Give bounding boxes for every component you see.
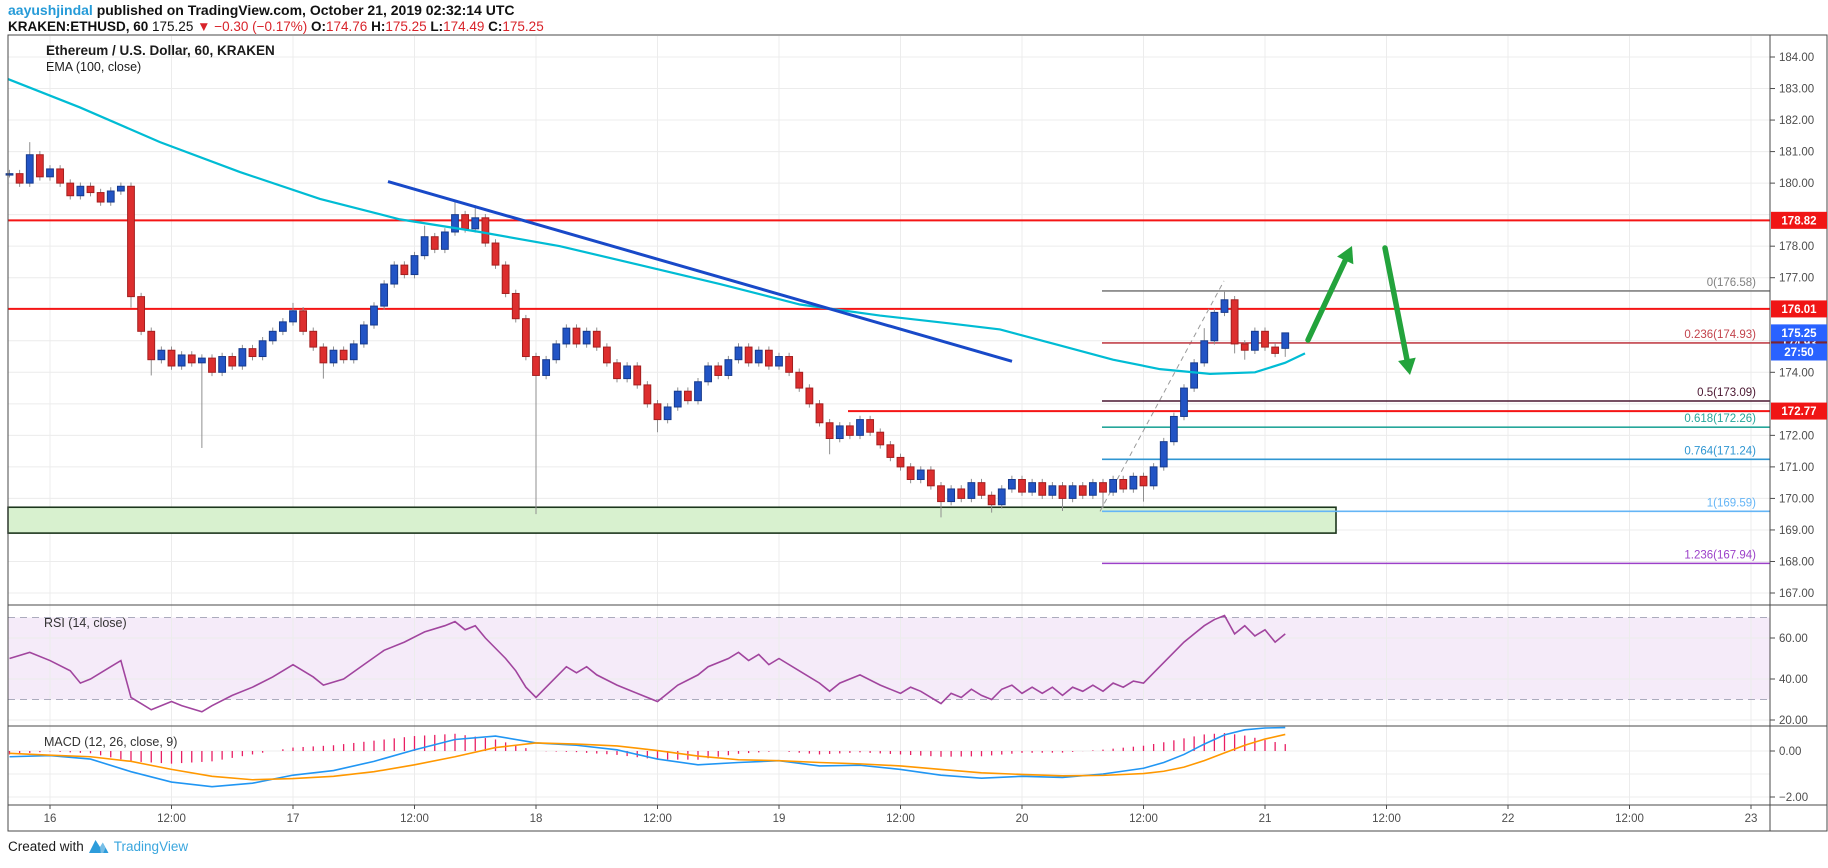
fib-level-label: 0(176.58): [1707, 277, 1756, 289]
ohlc-value: 174.76: [326, 19, 368, 34]
price-tick: 171.00: [1779, 462, 1814, 474]
ohlc-label: C:: [484, 19, 503, 34]
tradingview-logo-icon[interactable]: [88, 838, 109, 854]
author-link[interactable]: aayushjindal: [8, 2, 93, 18]
rsi-band: [8, 617, 1770, 700]
rsi-tick: 40.00: [1779, 674, 1808, 686]
price-tick: 174.00: [1779, 367, 1814, 379]
time-tick: 16: [44, 813, 57, 825]
price-tick: 182.00: [1779, 115, 1814, 127]
fib-anchor-line: [1099, 280, 1225, 512]
ohlc-label: L:: [426, 19, 444, 34]
fib-level-label: 0.618(172.26): [1684, 413, 1756, 425]
time-tick: 12:00: [1129, 813, 1158, 825]
price-tick: 170.00: [1779, 493, 1814, 505]
ohlc-values: O:174.76 H:175.25 L:174.49 C:175.25: [307, 19, 544, 34]
axis-badge-value: 175.25: [1781, 328, 1817, 340]
rsi-tick: 60.00: [1779, 633, 1808, 645]
fib-level-label: 1(169.59): [1707, 497, 1756, 509]
macd-histogram: [8, 733, 1286, 764]
chart-frame: [7, 34, 1828, 832]
price-change: ▼ −0.30 (−0.17%): [197, 19, 308, 34]
tradingview-link[interactable]: TradingView: [113, 838, 189, 854]
time-tick: 21: [1259, 813, 1272, 825]
time-tick: 12:00: [1615, 813, 1644, 825]
footer: Created with TradingView: [8, 838, 188, 854]
ohlc-label: H:: [367, 19, 386, 34]
time-tick: 17: [287, 813, 300, 825]
publish-text: published on TradingView.com, October 21…: [92, 2, 515, 18]
price-tick: 172.00: [1779, 430, 1814, 442]
ohlc-value: 175.25: [502, 19, 544, 34]
time-tick: 22: [1502, 813, 1515, 825]
axis-badge-value: 178.82: [1781, 215, 1816, 227]
publish-line: aayushjindal published on TradingView.co…: [8, 2, 515, 18]
price-tick: 183.00: [1779, 84, 1814, 96]
fib-level-label: 0.764(171.24): [1684, 445, 1756, 457]
rsi-legend: RSI (14, close): [44, 616, 127, 630]
price-tick: 167.00: [1779, 588, 1814, 600]
time-tick: 12:00: [157, 813, 186, 825]
fib-level-label: 0.5(173.09): [1697, 387, 1756, 399]
price-tick: 181.00: [1779, 147, 1814, 159]
trendline[interactable]: [387, 180, 1013, 363]
axis-badge-value: 172.77: [1781, 406, 1816, 418]
candles[interactable]: [5, 142, 1290, 518]
fib-level-label: 0.236(174.93): [1684, 329, 1756, 341]
price-tick: 184.00: [1779, 52, 1814, 64]
time-tick: 20: [1016, 813, 1029, 825]
ema-legend: EMA (100, close): [46, 60, 142, 74]
price-tick: 178.00: [1779, 241, 1814, 253]
axis-badge-value: 176.01: [1781, 304, 1817, 316]
time-tick: 18: [530, 813, 543, 825]
macd-signal-line[interactable]: [9, 733, 1286, 781]
chart-canvas[interactable]: 0(176.58) 0.236(174.93) 0.5(173.09) 0.618(1…: [0, 0, 1828, 840]
macd-tick: 0.00: [1779, 746, 1801, 758]
macd-legend: MACD (12, 26, close, 9): [44, 735, 178, 749]
price-axis[interactable]: 184.00 183.00 182.00 181.00 180.00 178.00 177.…: [1770, 52, 1814, 804]
price-tick: 169.00: [1779, 525, 1814, 537]
time-axis[interactable]: 16 12:00 17 12:00 18 12:00 19 12:00 20 12:00 21 12:…: [44, 805, 1758, 825]
symbol-name: KRAKEN:ETHUSD, 60: [8, 19, 149, 34]
ema-line[interactable]: [7, 78, 1306, 375]
ohlc-value: 175.25: [385, 19, 427, 34]
axis-badge-value: 27:50: [1784, 347, 1813, 359]
macd-tick: −2.00: [1779, 792, 1808, 804]
created-with-text: Created with: [8, 838, 84, 854]
time-tick: 12:00: [1372, 813, 1401, 825]
chart-title: Ethereum / U.S. Dollar, 60, KRAKEN: [46, 43, 275, 58]
macd-line[interactable]: [9, 726, 1286, 788]
ohlc-label: O:: [307, 19, 327, 34]
time-tick: 12:00: [886, 813, 915, 825]
annotation-arrow[interactable]: [1382, 245, 1416, 375]
rsi-tick: 20.00: [1779, 715, 1808, 727]
price-tick: 177.00: [1779, 273, 1814, 285]
last-price: 175.25: [148, 19, 198, 34]
price-tick: 180.00: [1779, 178, 1814, 190]
time-tick: 23: [1745, 813, 1758, 825]
rsi-line[interactable]: [9, 614, 1286, 713]
time-tick: 12:00: [400, 813, 429, 825]
time-tick: 12:00: [643, 813, 672, 825]
ohlc-value: 174.49: [443, 19, 485, 34]
fib-level-label: 1.236(167.94): [1684, 549, 1756, 561]
symbol-line: KRAKEN:ETHUSD, 60 175.25 ▼ −0.30 (−0.17%…: [8, 19, 544, 34]
annotation-arrow[interactable]: [1305, 246, 1354, 343]
price-tick: 168.00: [1779, 556, 1814, 568]
time-tick: 19: [773, 813, 786, 825]
